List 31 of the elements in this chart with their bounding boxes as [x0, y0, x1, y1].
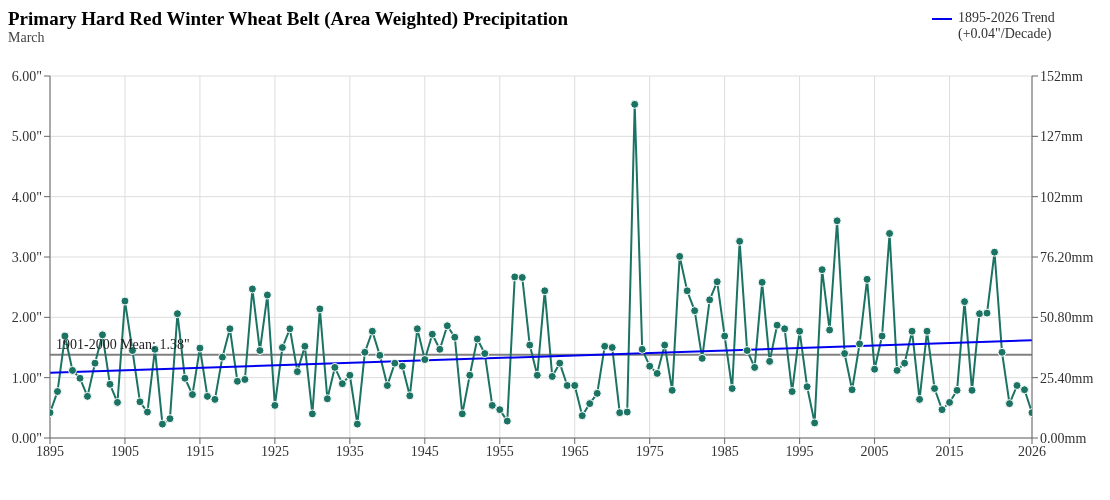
- chart-subtitle: March: [8, 30, 46, 46]
- x-tick-label: 1935: [335, 443, 364, 459]
- y-tick-label: 3.00": [11, 249, 42, 265]
- y-tick-label: 1.00": [11, 370, 42, 386]
- y2-tick-label: 76.20mm: [1040, 249, 1094, 265]
- x-tick-label: 2026: [1018, 443, 1046, 459]
- y2-tick-label: 102mm: [1040, 189, 1083, 205]
- x-tick-label: 1925: [260, 443, 289, 459]
- x-tick-label: 1945: [410, 443, 439, 459]
- y2-tick-label: 50.80mm: [1040, 310, 1094, 326]
- y2-tick-label: 0.00mm: [1040, 430, 1087, 446]
- x-tick-label: 1955: [485, 443, 514, 459]
- x-tick-label: 2015: [935, 443, 964, 459]
- x-tick-label: 1905: [110, 443, 139, 459]
- chart-title: Primary Hard Red Winter Wheat Belt (Area Weighted) Precipitation: [8, 8, 569, 30]
- x-tick-label: 2005: [860, 443, 889, 459]
- y-tick-label: 4.00": [11, 189, 42, 205]
- x-tick-label: 1965: [560, 443, 589, 459]
- y-tick-label: 5.00": [11, 129, 42, 145]
- y-tick-label: 2.00": [11, 310, 42, 326]
- y2-tick-label: 152mm: [1040, 68, 1083, 84]
- y2-tick-label: 25.40mm: [1040, 370, 1094, 386]
- y2-tick-label: 127mm: [1040, 129, 1083, 145]
- x-tick-label: 1975: [635, 443, 664, 459]
- y-tick-label: 6.00": [11, 68, 42, 84]
- x-tick-label: 1895: [36, 443, 64, 459]
- x-tick-label: 1995: [785, 443, 814, 459]
- x-tick-label: 1915: [185, 443, 214, 459]
- y-tick-label: 0.00": [11, 430, 42, 446]
- legend-label: 1895-2026 Trend (+0.04"/Decade): [958, 10, 1056, 42]
- x-tick-label: 1985: [710, 443, 739, 459]
